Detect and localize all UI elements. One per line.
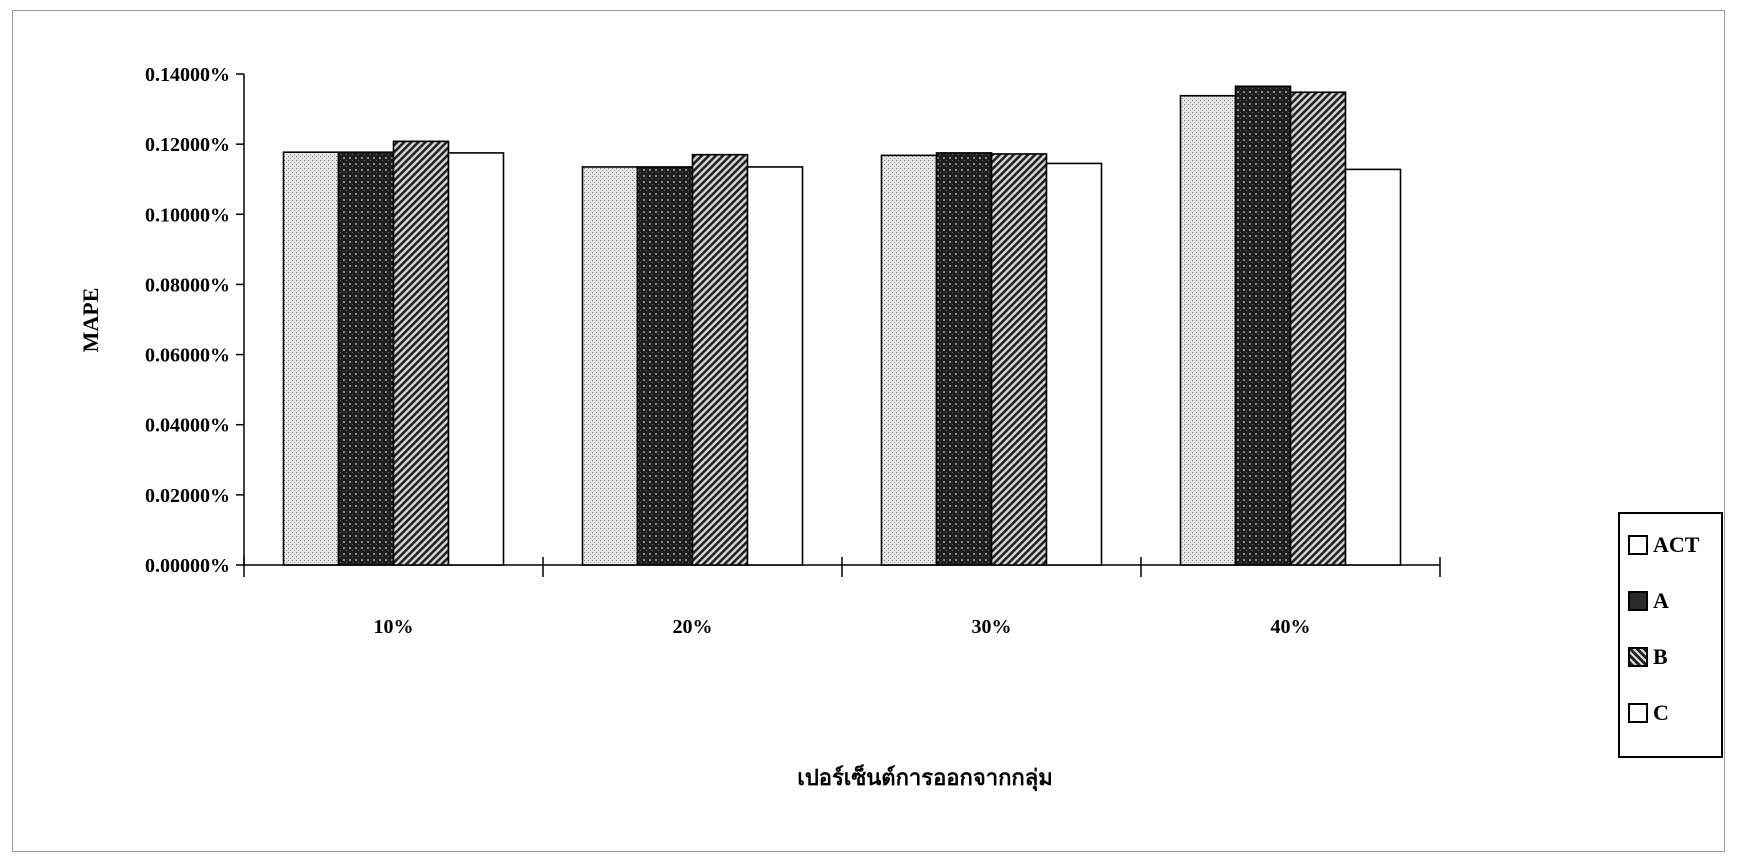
bar-c-20pct	[746, 166, 804, 566]
x-tick-label: 30%	[972, 616, 1012, 638]
y-tick-label: 0.10000%	[145, 204, 230, 226]
bar-a-40pct	[1234, 85, 1292, 566]
y-tick-label: 0.08000%	[145, 274, 230, 296]
legend-label: C	[1653, 700, 1669, 725]
bar-c-10pct	[447, 152, 505, 566]
y-axis: 0.00000% 0.02000% 0.04000% 0.06000% 0.08000%…	[145, 64, 245, 577]
y-tick-label: 0.04000%	[145, 415, 230, 437]
y-tick-label: 0.02000%	[145, 485, 230, 507]
x-axis-title: เปอร์เซ็นต์การออกจากกลุ่ม	[797, 763, 1052, 792]
bar-a-20pct	[636, 166, 694, 566]
legend-item-a: A	[1628, 588, 1669, 614]
legend-item-act: ACT	[1628, 532, 1699, 558]
x-tick-label: 40%	[1271, 616, 1311, 638]
bar-act-20pct	[581, 166, 639, 566]
legend-label: ACT	[1653, 532, 1700, 557]
bars	[282, 85, 1402, 566]
legend-swatch-c	[1628, 703, 1648, 723]
x-tick-label: 10%	[374, 616, 414, 638]
bar-c-40pct	[1344, 168, 1402, 566]
y-tick-label: 0.00000%	[145, 555, 230, 577]
bar-a-10pct	[337, 151, 395, 566]
bar-c-30pct	[1045, 162, 1103, 566]
x-tick-label: 20%	[673, 616, 713, 638]
x-axis: 10% 20% 30% 40%	[243, 557, 1441, 638]
y-axis-title: MAPE	[78, 288, 103, 353]
bar-b-20pct	[691, 153, 749, 566]
bar-act-10pct	[282, 151, 340, 566]
legend-swatch-b	[1628, 647, 1648, 667]
bar-act-40pct	[1179, 94, 1237, 566]
bar-b-40pct	[1289, 91, 1347, 566]
bar-act-30pct	[880, 154, 938, 566]
bar-a-30pct	[935, 152, 993, 566]
y-tick-label: 0.14000%	[145, 64, 230, 86]
legend: ACT A B C	[1618, 512, 1723, 758]
y-tick-label: 0.06000%	[145, 345, 230, 367]
bar-b-30pct	[990, 153, 1048, 566]
legend-swatch-act	[1628, 535, 1648, 555]
legend-label: B	[1653, 644, 1668, 669]
legend-label: A	[1653, 588, 1669, 613]
y-tick-label: 0.12000%	[145, 134, 230, 156]
chart-frame	[12, 10, 1725, 852]
legend-item-c: C	[1628, 700, 1669, 726]
legend-item-b: B	[1628, 644, 1668, 670]
legend-swatch-a	[1628, 591, 1648, 611]
bar-b-10pct	[392, 140, 450, 566]
